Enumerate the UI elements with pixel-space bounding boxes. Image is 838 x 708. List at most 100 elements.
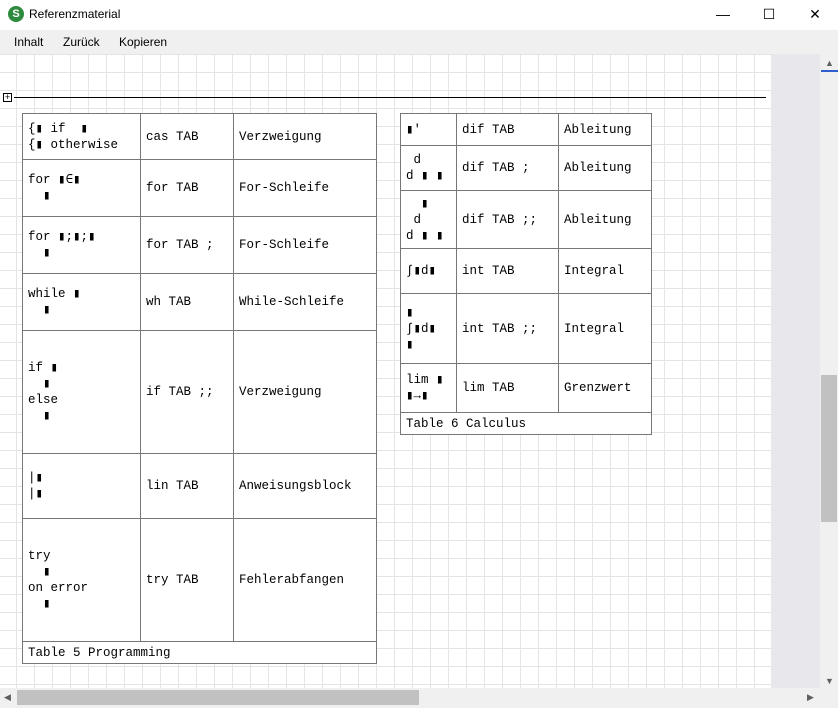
- expression-cell[interactable]: if ▮ ▮ else ▮: [22, 330, 141, 454]
- minimize-button[interactable]: —: [716, 6, 730, 22]
- table-caption: Table 5 Programming: [22, 641, 377, 664]
- expression-cell[interactable]: {▮ if ▮ {▮ otherwise: [22, 113, 141, 160]
- expression-line: ▮: [28, 409, 51, 423]
- expression-cell[interactable]: for ▮;▮;▮ ▮: [22, 216, 141, 274]
- description-cell: Ableitung: [558, 145, 652, 191]
- shortcut-cell: for TAB: [140, 159, 234, 217]
- expression-line: on error: [28, 581, 89, 595]
- table-row: if ▮ ▮ else ▮ if TAB ;; Verzweigung: [22, 330, 377, 454]
- table-row: ▮ ∫▮d▮ ▮ int TAB ;; Integral: [400, 293, 652, 364]
- expression-line: ▮: [406, 196, 429, 211]
- table-row: lim ▮ ▮→▮ lim TAB Grenzwert: [400, 363, 652, 413]
- menu-bar: Inhalt Zurück Kopieren: [0, 30, 838, 54]
- expression-line: while ▮: [28, 287, 81, 301]
- menu-kopieren[interactable]: Kopieren: [119, 35, 168, 49]
- expression-line: d ▮ ▮: [406, 228, 444, 243]
- vertical-scroll-thumb[interactable]: [821, 375, 837, 522]
- expression-line: ▮: [28, 597, 51, 611]
- description-cell: Anweisungsblock: [233, 453, 377, 519]
- horizontal-scroll-thumb[interactable]: [17, 690, 419, 705]
- expression-cell[interactable]: ▮′: [400, 113, 457, 146]
- shortcut-cell: lim TAB: [456, 363, 559, 413]
- description-cell: Verzweigung: [233, 330, 377, 454]
- table-row: for ▮∈▮ ▮ for TAB For-Schleife: [22, 159, 377, 217]
- table-row: try ▮ on error ▮ try TAB Fehlerabfangen: [22, 518, 377, 642]
- description-cell: Ableitung: [558, 113, 652, 146]
- scroll-down-icon[interactable]: ▼: [825, 676, 834, 686]
- shortcut-cell: int TAB: [456, 248, 559, 294]
- table-row: ∫▮d▮ int TAB Integral: [400, 248, 652, 294]
- scroll-up-icon[interactable]: ▲: [825, 58, 834, 68]
- shortcut-cell: try TAB: [140, 518, 234, 642]
- expression-line: ▮′: [406, 122, 422, 137]
- description-cell: Grenzwert: [558, 363, 652, 413]
- page-margin: [771, 54, 820, 688]
- shortcut-cell: dif TAB ;;: [456, 190, 559, 249]
- expression-line: d: [406, 153, 422, 167]
- shortcut-cell: wh TAB: [140, 273, 234, 331]
- menu-zurueck[interactable]: Zurück: [63, 35, 100, 49]
- cursor-marker: [821, 70, 838, 72]
- expression-line: ▮: [28, 303, 51, 317]
- scroll-left-icon[interactable]: ◀: [4, 692, 11, 702]
- table-row: d d ▮ ▮ dif TAB ; Ableitung: [400, 145, 652, 191]
- expression-line: ▮: [28, 189, 51, 203]
- expression-line: ▮: [28, 246, 51, 260]
- expression-line: |▮: [28, 471, 44, 485]
- title-bar: S Referenzmaterial — ☐ ✕: [0, 0, 838, 30]
- app-s-icon: S: [8, 6, 24, 22]
- table-caption: Table 6 Calculus: [400, 412, 652, 435]
- description-cell: For-Schleife: [233, 216, 377, 274]
- expression-cell[interactable]: |▮ |▮: [22, 453, 141, 519]
- expression-line: lim ▮: [406, 373, 444, 387]
- expression-line: ▮→▮: [406, 389, 429, 403]
- menu-inhalt[interactable]: Inhalt: [14, 35, 44, 49]
- expression-line: |▮: [28, 487, 44, 501]
- description-cell: Fehlerabfangen: [233, 518, 377, 642]
- description-cell: Verzweigung: [233, 113, 377, 160]
- region-separator: [14, 97, 766, 98]
- expression-cell[interactable]: for ▮∈▮ ▮: [22, 159, 141, 217]
- expression-cell[interactable]: ▮ ∫▮d▮ ▮: [400, 293, 457, 364]
- maximize-button[interactable]: ☐: [762, 6, 776, 22]
- vertical-scrollbar[interactable]: [820, 54, 838, 688]
- shortcut-cell: cas TAB: [140, 113, 234, 160]
- expression-cell[interactable]: ▮ d d ▮ ▮: [400, 190, 457, 249]
- expression-line: if ▮: [28, 361, 59, 375]
- description-cell: While-Schleife: [233, 273, 377, 331]
- shortcut-cell: if TAB ;;: [140, 330, 234, 454]
- shortcut-cell: for TAB ;: [140, 216, 234, 274]
- expression-line: d ▮ ▮: [406, 169, 444, 183]
- table-row: for ▮;▮;▮ ▮ for TAB ; For-Schleife: [22, 216, 377, 274]
- expression-cell[interactable]: try ▮ on error ▮: [22, 518, 141, 642]
- expression-line: try: [28, 549, 51, 563]
- table-row: while ▮ ▮ wh TAB While-Schleife: [22, 273, 377, 331]
- window-title: Referenzmaterial: [29, 7, 121, 21]
- description-cell: Integral: [558, 293, 652, 364]
- expression-cell[interactable]: d d ▮ ▮: [400, 145, 457, 191]
- shortcut-cell: dif TAB: [456, 113, 559, 146]
- expression-cell[interactable]: while ▮ ▮: [22, 273, 141, 331]
- expression-line: {▮ otherwise: [28, 137, 119, 152]
- expression-line: {▮ if ▮: [28, 121, 89, 136]
- expression-line: for ▮;▮;▮: [28, 230, 96, 244]
- expression-cell[interactable]: lim ▮ ▮→▮: [400, 363, 457, 413]
- scroll-right-icon[interactable]: ▶: [807, 692, 814, 702]
- expression-line: ▮: [406, 305, 414, 320]
- expression-line: ▮: [28, 565, 51, 579]
- expression-line: else: [28, 393, 59, 407]
- description-cell: Integral: [558, 248, 652, 294]
- expression-line: ▮: [406, 337, 414, 352]
- description-cell: Ableitung: [558, 190, 652, 249]
- programming-table: {▮ if ▮ {▮ otherwise cas TAB Verzweigung for…: [22, 113, 377, 664]
- expression-line: ∫▮d▮: [406, 321, 437, 336]
- expression-cell[interactable]: ∫▮d▮: [400, 248, 457, 294]
- expression-line: ∫▮d▮: [406, 264, 437, 278]
- table-row: {▮ if ▮ {▮ otherwise cas TAB Verzweigung: [22, 113, 377, 160]
- close-button[interactable]: ✕: [809, 6, 821, 22]
- shortcut-cell: lin TAB: [140, 453, 234, 519]
- expand-region-icon[interactable]: +: [3, 92, 12, 102]
- table-row: |▮ |▮ lin TAB Anweisungsblock: [22, 453, 377, 519]
- expression-line: ▮: [28, 377, 51, 391]
